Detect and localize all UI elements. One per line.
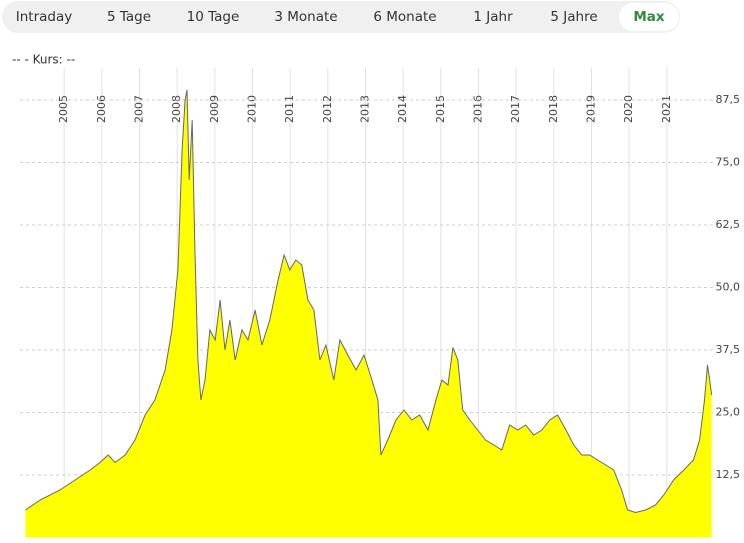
tab[interactable]: 3 Monate	[274, 9, 337, 25]
active-tab-pill	[619, 3, 679, 31]
legend-text: -- - Kurs: --	[12, 53, 75, 67]
price-line	[25, 89, 713, 514]
x-tick-label: 2006	[95, 95, 108, 123]
x-tick-label: 2014	[396, 95, 409, 123]
x-tick-label: 2021	[660, 95, 673, 123]
x-tick-label: 2016	[471, 95, 484, 123]
tab[interactable]: 5 Tage	[107, 9, 151, 25]
price-area	[25, 90, 712, 538]
x-tick-label: 2017	[509, 95, 522, 123]
y-tick-label: 37,5	[716, 343, 741, 356]
y-tick-label: 62,5	[716, 218, 741, 231]
x-tick-label: 2008	[170, 95, 183, 123]
x-tick-label: 2020	[622, 95, 635, 123]
y-tick-label: 50,0	[716, 281, 741, 294]
tab[interactable]: Intraday	[16, 9, 73, 25]
tab[interactable]: 6 Monate	[373, 9, 436, 25]
y-tick-label: 87,5	[716, 93, 741, 106]
tab[interactable]: 5 Jahre	[550, 9, 597, 25]
y-tick-label: 25,0	[716, 406, 741, 419]
x-tick-label: 2011	[283, 95, 296, 123]
x-tick-label: 2018	[547, 95, 560, 123]
x-tick-label: 2013	[358, 95, 371, 123]
tab[interactable]: 10 Tage	[187, 9, 240, 25]
x-tick-label: 2012	[321, 95, 334, 123]
y-tick-label: 75,0	[716, 156, 741, 169]
x-tick-label: 2019	[584, 95, 597, 123]
x-tick-label: 2009	[208, 95, 221, 123]
tab-bar	[2, 1, 680, 33]
tab[interactable]: 1 Jahr	[473, 9, 513, 25]
y-tick-label: 12,5	[716, 468, 741, 481]
x-tick-label: 2010	[245, 95, 258, 123]
tab[interactable]: Max	[633, 9, 665, 25]
x-tick-label: 2015	[434, 95, 447, 123]
x-tick-label: 2007	[133, 95, 146, 123]
x-tick-label: 2005	[57, 95, 70, 123]
